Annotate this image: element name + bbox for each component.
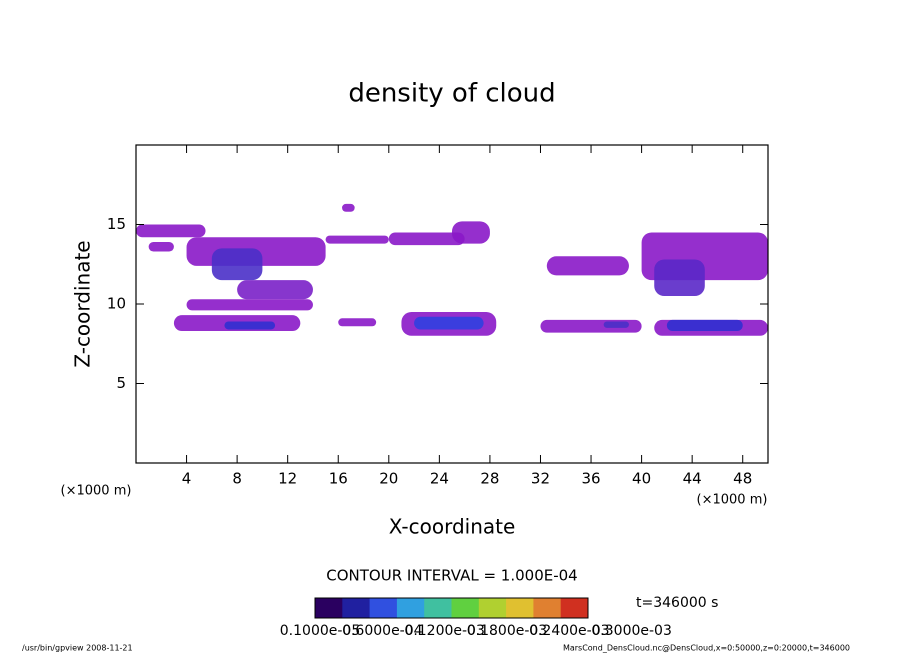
x-tick-label: 48 <box>733 470 752 488</box>
colorbar-segment <box>315 598 343 618</box>
colorbar-segment <box>342 598 371 618</box>
x-unit-label: (×1000 m) <box>61 484 132 499</box>
y-axis-label: Z-coordinate <box>71 240 95 367</box>
chart-title: density of cloud <box>348 79 555 109</box>
colorbar-frame <box>314 597 589 619</box>
cloud-region <box>211 248 263 281</box>
cloud-region <box>414 316 484 330</box>
cloud-region <box>342 203 355 212</box>
y-tick-label: 15 <box>107 215 126 233</box>
colorbar-segment <box>369 598 398 618</box>
x-tick-label: 40 <box>632 470 651 488</box>
x-tick-label: 44 <box>683 470 702 488</box>
cloud-region <box>237 280 313 300</box>
colorbar-segment <box>396 598 425 618</box>
colorbar-segment <box>506 598 534 618</box>
x-tick-label: 28 <box>480 470 499 488</box>
cloud-region <box>186 299 313 311</box>
colorbar-segment <box>560 598 589 618</box>
x-unit-label: (×1000 m) <box>697 493 768 508</box>
y-tick-label: 10 <box>107 295 126 313</box>
cloud-region <box>338 318 377 327</box>
colorbar-label: 0.1000e-05 <box>280 623 360 639</box>
colorbar-label: 0.2400e-03 <box>529 623 609 639</box>
x-axis-label: X-coordinate <box>389 515 516 539</box>
cloud-region <box>224 321 276 330</box>
cloud-region <box>136 224 206 238</box>
x-tick-label: 12 <box>278 470 297 488</box>
colorbar-segment <box>451 598 480 618</box>
footer-left: /usr/bin/gpview 2008-11-21 <box>22 644 133 653</box>
cloud-region <box>546 256 629 276</box>
x-tick-label: 20 <box>379 470 398 488</box>
contour-interval: CONTOUR INTERVAL = 1.000E-04 <box>326 567 577 585</box>
colorbar-segment <box>533 598 562 618</box>
y-tick-label: 5 <box>116 374 126 392</box>
colorbar-segment <box>478 598 507 618</box>
x-tick-label: 24 <box>430 470 449 488</box>
colorbar-label: 0.1800e-03 <box>467 623 547 639</box>
time-label: t=346000 s <box>636 595 718 611</box>
cloud-region <box>603 321 629 328</box>
colorbar-label: 0.6000e-04 <box>342 623 423 639</box>
x-tick-label: 16 <box>329 470 348 488</box>
x-tick-label: 4 <box>182 470 192 488</box>
x-tick-label: 32 <box>531 470 550 488</box>
colorbar-label: 0.3000e-03 <box>591 623 671 639</box>
cloud-region <box>452 221 490 244</box>
colorbar-segment <box>424 598 452 618</box>
cloud-region <box>666 319 743 332</box>
x-tick-label: 36 <box>581 470 600 488</box>
footer-right: MarsCond_DensCloud.nc@DensCloud,x=0:5000… <box>563 644 850 653</box>
x-tick-label: 8 <box>232 470 242 488</box>
cloud-region <box>325 235 389 244</box>
colorbar-label: 0.1200e-03 <box>404 623 484 639</box>
cloud-region <box>148 241 174 252</box>
cloud-region <box>388 232 465 246</box>
cloud-region <box>654 259 705 297</box>
